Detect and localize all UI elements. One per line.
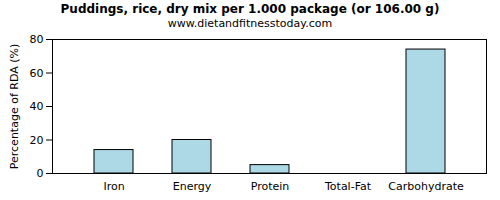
svg-text:60: 60	[30, 67, 44, 80]
svg-text:0: 0	[37, 167, 44, 180]
svg-text:Iron: Iron	[103, 180, 124, 193]
svg-text:Total-Fat: Total-Fat	[324, 180, 372, 193]
svg-text:Percentage of RDA (%): Percentage of RDA (%)	[8, 44, 21, 169]
svg-text:20: 20	[30, 134, 44, 147]
html-text:www.dietandfitnesstoday.com: www.dietandfitnesstoday.com	[167, 17, 333, 30]
svg-text:Protein: Protein	[251, 180, 290, 193]
html-text:Puddings, rice, dry mix per 1.: Puddings, rice, dry mix per 1.000 packag…	[60, 2, 440, 16]
svg-text:40: 40	[30, 100, 44, 113]
svg-text:Carbohydrate: Carbohydrate	[388, 180, 464, 193]
svg-text:Energy: Energy	[173, 180, 212, 193]
svg-text:80: 80	[30, 33, 44, 46]
